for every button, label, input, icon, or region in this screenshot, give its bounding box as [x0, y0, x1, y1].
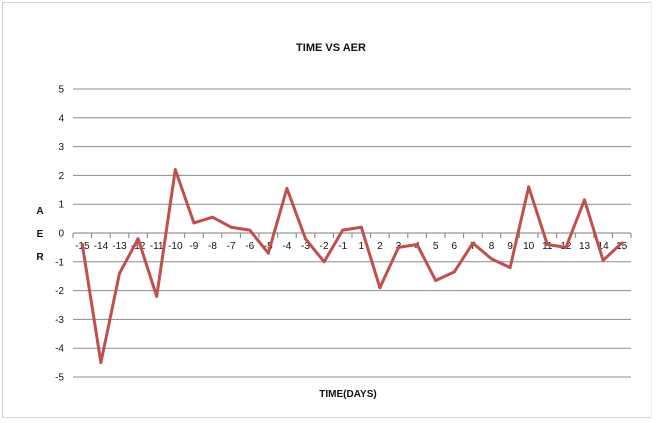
- chart-title: TIME VS AER: [296, 42, 366, 54]
- x-tick-label: -14: [94, 241, 109, 252]
- data-point: [545, 243, 549, 247]
- data-point: [415, 243, 419, 247]
- x-tick-label: -3: [301, 241, 310, 252]
- x-tick-label: 2: [377, 241, 383, 252]
- data-point: [508, 266, 512, 270]
- y-tick-label: -2: [55, 286, 64, 297]
- data-point: [434, 279, 438, 283]
- y-axis-label-letter: E: [37, 229, 44, 240]
- data-point: [564, 245, 568, 249]
- x-tick-label: -6: [245, 241, 254, 252]
- x-tick-label: 6: [452, 241, 458, 252]
- y-tick-label: 0: [58, 229, 64, 240]
- y-tick-label: -3: [55, 315, 64, 326]
- x-tick-label: 11: [542, 241, 553, 252]
- x-tick-label: -1: [338, 241, 347, 252]
- data-point: [304, 237, 307, 241]
- x-tick-label: 5: [433, 241, 439, 252]
- data-point: [99, 361, 103, 365]
- data-point: [378, 286, 382, 290]
- data-point: [452, 270, 456, 274]
- x-tick-label: 14: [598, 241, 610, 252]
- data-point: [173, 168, 177, 172]
- x-tick-label: -9: [189, 241, 198, 252]
- x-tick-label: 15: [616, 241, 628, 252]
- x-tick-label: 10: [523, 241, 535, 252]
- data-point: [397, 245, 400, 249]
- y-tick-label: -1: [55, 257, 64, 268]
- data-point: [341, 228, 345, 232]
- data-point: [490, 257, 493, 261]
- x-tick-label: -13: [112, 241, 127, 252]
- x-tick-label: -2: [320, 241, 329, 252]
- x-tick-label: 1: [359, 241, 365, 252]
- data-point: [527, 185, 531, 189]
- y-tick-label: -4: [55, 344, 64, 355]
- y-axis-ticks: 5 4 3 2 1 0 -1 -2 -3 -4 -5: [55, 85, 64, 384]
- data-point: [359, 225, 363, 229]
- y-axis-label-letter: R: [36, 252, 44, 263]
- data-point: [136, 237, 140, 241]
- x-tick-label: -10: [168, 241, 183, 252]
- y-tick-label: 1: [58, 200, 64, 211]
- y-axis-label-letter: A: [36, 206, 43, 217]
- y-axis-label: A E R: [36, 206, 44, 263]
- x-tick-label: -4: [282, 241, 291, 252]
- data-point: [192, 221, 196, 225]
- x-tick-label: 9: [507, 241, 513, 252]
- x-tick-label: 7: [470, 241, 476, 252]
- data-point: [118, 271, 121, 275]
- data-point: [229, 225, 233, 229]
- x-tick-label: -12: [131, 241, 146, 252]
- data-point: [248, 228, 252, 232]
- y-tick-label: 5: [58, 85, 64, 96]
- chart-frame: TIME VS AER 5 4 3 2 1 0 -1 -2 -3 -4 -5 -15 -14 -13 -1…: [2, 2, 652, 418]
- y-tick-label: 2: [58, 171, 64, 182]
- data-point: [322, 260, 326, 264]
- x-tick-label: -7: [227, 241, 236, 252]
- data-point: [583, 198, 586, 202]
- x-tick-label: -8: [208, 241, 217, 252]
- data-point: [285, 186, 289, 190]
- data-point: [155, 294, 159, 298]
- gridlines: [73, 88, 631, 378]
- x-axis-ticks: -15-14-13-12-11-10-9-8-7-6-5-4-3-2-11234…: [75, 241, 628, 252]
- x-tick-label: 8: [489, 241, 495, 252]
- data-point: [601, 258, 605, 262]
- data-point: [211, 215, 214, 219]
- y-tick-label: 3: [58, 142, 64, 153]
- x-tick-label: 13: [579, 241, 591, 252]
- x-axis-label: TIME(DAYS): [319, 389, 376, 400]
- series-layer: [80, 168, 624, 365]
- series-line-aer: [80, 168, 624, 365]
- x-tick-label: -11: [150, 241, 164, 252]
- data-point: [471, 241, 475, 245]
- data-point: [620, 241, 624, 245]
- x-tick-label: -5: [264, 241, 273, 252]
- y-tick-label: -5: [55, 373, 64, 384]
- x-axis: [72, 232, 632, 238]
- y-tick-label: 4: [58, 113, 64, 124]
- data-point: [266, 251, 270, 255]
- data-point: [80, 243, 84, 247]
